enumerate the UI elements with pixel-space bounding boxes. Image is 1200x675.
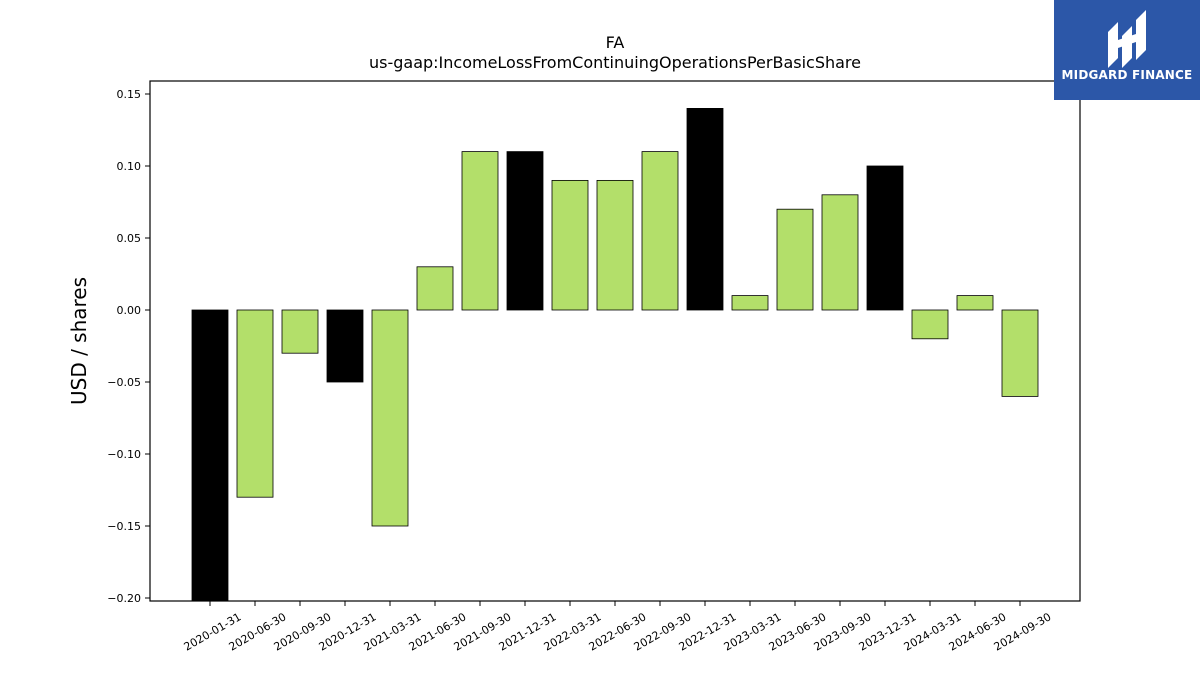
- bar-2024-09-30: [1001, 309, 1039, 397]
- logo-mark-icon: [1108, 10, 1146, 68]
- plot-frame: [149, 80, 1081, 602]
- bar-2021-12-31: [506, 151, 544, 311]
- bar-2022-09-30: [641, 151, 679, 311]
- bar-2024-03-31: [911, 309, 949, 340]
- bar-2022-03-31: [551, 179, 589, 311]
- logo-text: MIDGARD FINANCE: [1061, 68, 1193, 82]
- bar-2022-06-30: [596, 179, 634, 311]
- chart-subtitle: us-gaap:IncomeLossFromContinuingOperatio…: [369, 53, 861, 72]
- bar-2020-09-30: [281, 309, 319, 354]
- y-axis-label: USD / shares: [67, 277, 91, 405]
- chart-title: FA: [606, 33, 625, 52]
- bar-2020-12-31: [326, 309, 364, 383]
- bar-2022-12-31: [686, 108, 724, 311]
- bar-2021-09-30: [461, 151, 499, 311]
- bar-2021-03-31: [371, 309, 409, 527]
- y-tick-label: 0.15: [117, 88, 142, 101]
- y-ticks-group: 0.15 0.10 0.05 0.00 −0.05 −0.10 −0.15 −0.20: [107, 88, 150, 605]
- bar-2021-06-30: [416, 266, 454, 311]
- y-tick-label: −0.05: [107, 376, 141, 389]
- y-tick-label: 0.05: [117, 232, 142, 245]
- x-ticks-group: 2020-01-312020-06-302020-09-302020-12-31…: [182, 601, 1054, 654]
- y-tick-label: −0.20: [107, 592, 141, 605]
- y-tick-label: 0.10: [117, 160, 142, 173]
- bar-2023-03-31: [731, 295, 769, 311]
- brand-logo: MIDGARD FINANCE: [1054, 0, 1200, 100]
- bar-2024-06-30: [956, 295, 994, 311]
- bars-group: [191, 108, 1039, 602]
- bar-2020-01-31: [191, 309, 229, 602]
- y-tick-label: −0.10: [107, 448, 141, 461]
- y-tick-label: 0.00: [117, 304, 142, 317]
- bar-2020-06-30: [236, 309, 274, 498]
- bar-2023-09-30: [821, 194, 859, 311]
- bar-2023-06-30: [776, 208, 814, 311]
- y-tick-label: −0.15: [107, 520, 141, 533]
- bar-2023-12-31: [866, 165, 904, 311]
